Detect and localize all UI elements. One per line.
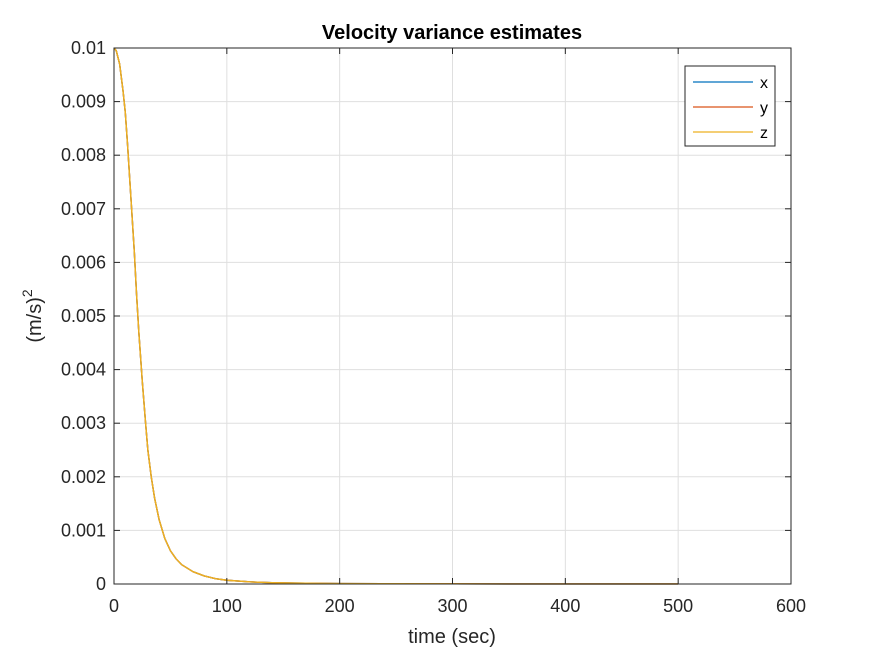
x-tick-labels: 0 100 200 300 400 500 600 bbox=[109, 596, 806, 616]
y-tick-label: 0.008 bbox=[61, 145, 106, 165]
y-tick-labels: 0 0.001 0.002 0.003 0.004 0.005 0.006 0.007 0.00… bbox=[61, 38, 106, 594]
legend-label-x: x bbox=[760, 75, 768, 92]
y-tick-label: 0.01 bbox=[71, 38, 106, 58]
x-tick-label: 400 bbox=[550, 596, 580, 616]
y-tick-label: 0.001 bbox=[61, 520, 106, 540]
chart-title: Velocity variance estimates bbox=[322, 22, 582, 44]
y-tick-label: 0.005 bbox=[61, 306, 106, 326]
y-axis-label-base: (m/s) bbox=[24, 297, 46, 343]
x-tick-label: 500 bbox=[663, 596, 693, 616]
legend-label-z: z bbox=[760, 125, 768, 142]
legend-label-y: y bbox=[760, 100, 768, 117]
x-axis-label: time (sec) bbox=[408, 626, 496, 648]
y-axis-label-exponent: 2 bbox=[19, 289, 35, 297]
x-tick-label: 200 bbox=[325, 596, 355, 616]
grid-lines bbox=[114, 48, 791, 584]
y-tick-label: 0.006 bbox=[61, 252, 106, 272]
y-tick-label: 0.007 bbox=[61, 199, 106, 219]
x-tick-label: 0 bbox=[109, 596, 119, 616]
legend-box bbox=[684, 65, 776, 147]
y-tick-label: 0.004 bbox=[61, 360, 106, 380]
tick-marks bbox=[113, 47, 792, 585]
y-axis-label: (m/s)2 bbox=[19, 289, 46, 343]
x-tick-label: 300 bbox=[437, 596, 467, 616]
y-tick-label: 0 bbox=[96, 574, 106, 594]
x-tick-label: 100 bbox=[212, 596, 242, 616]
y-tick-label: 0.009 bbox=[61, 92, 106, 112]
y-tick-label: 0.002 bbox=[61, 467, 106, 487]
legend-entries: xyz bbox=[693, 75, 768, 142]
x-tick-label: 600 bbox=[776, 596, 806, 616]
legend: xyz bbox=[684, 65, 776, 147]
y-tick-label: 0.003 bbox=[61, 413, 106, 433]
